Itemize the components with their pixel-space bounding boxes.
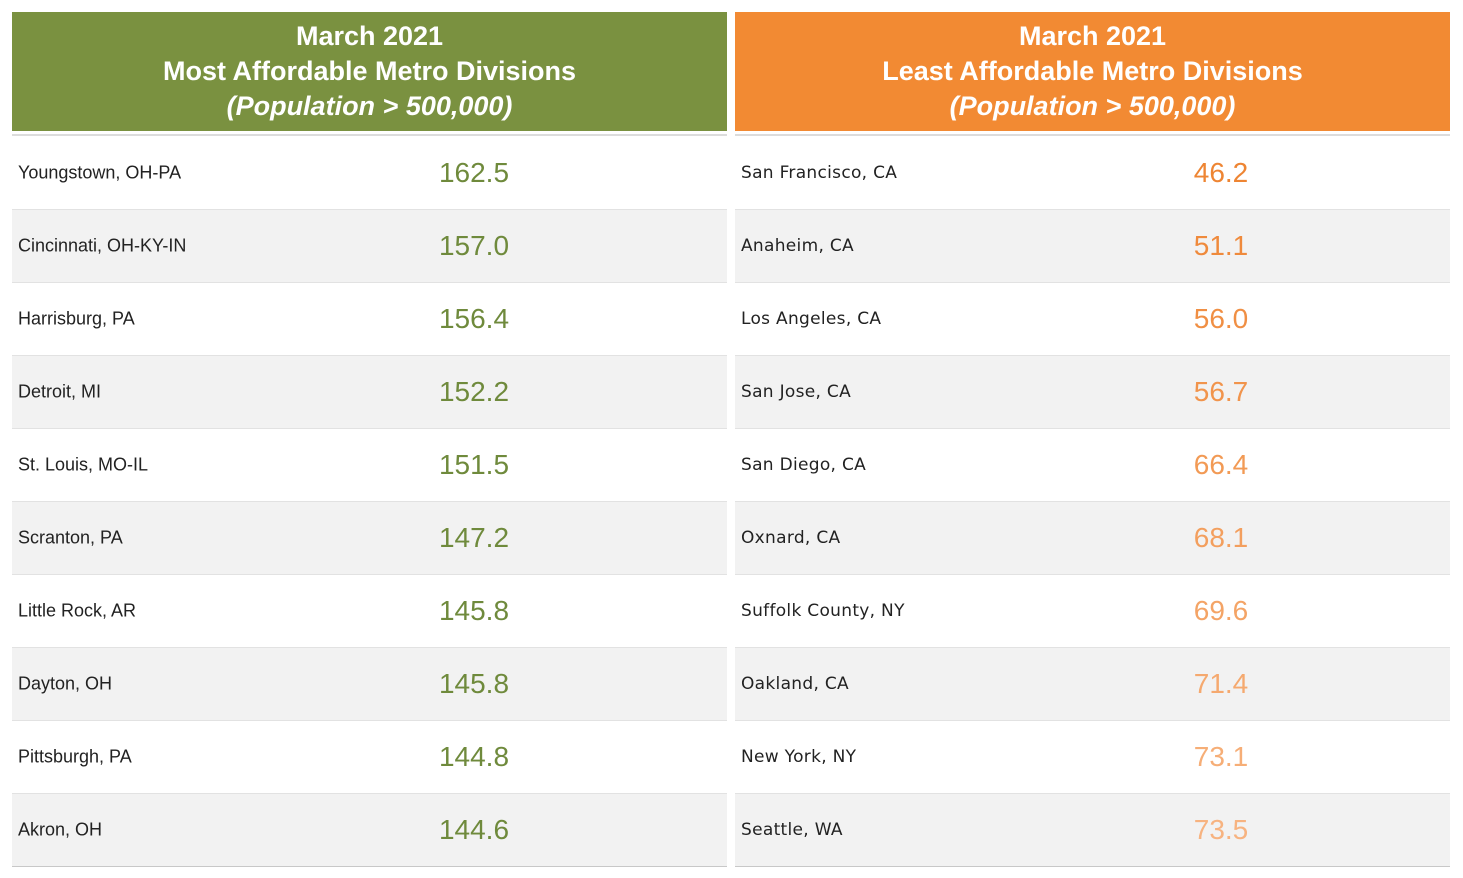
affordability-value: 46.2	[1193, 157, 1249, 188]
affordability-value: 51.1	[1193, 230, 1249, 261]
least-affordable-table: March 2021 Least Affordable Metro Divisi…	[735, 12, 1450, 867]
table-row: Akron, OH 144.6	[12, 794, 727, 867]
metro-name: New York, NY	[741, 747, 857, 767]
metro-name: Anaheim, CA	[741, 236, 854, 256]
table-row: Scranton, PA 147.2	[12, 502, 727, 575]
affordability-value: 73.5	[1193, 814, 1249, 845]
affordability-value: 68.1	[1193, 522, 1249, 553]
table-row: Little Rock, AR 145.8	[12, 575, 727, 648]
table-row: Pittsburgh, PA 144.8	[12, 721, 727, 794]
metro-name: Oxnard, CA	[741, 528, 841, 548]
affordability-value: 71.4	[1193, 668, 1249, 699]
metro-name: Dayton, OH	[18, 673, 113, 694]
most-affordable-title-date: March 2021	[295, 21, 444, 51]
affordability-value: 144.6	[438, 814, 510, 845]
metro-name: San Jose, CA	[741, 382, 852, 402]
affordability-value: 69.6	[1193, 595, 1249, 626]
affordability-value: 66.4	[1193, 449, 1249, 480]
affordability-value: 144.8	[438, 741, 510, 772]
metro-name: San Francisco, CA	[741, 163, 898, 183]
most-affordable-subtitle: (Population > 500,000)	[226, 91, 513, 121]
metro-name: Detroit, MI	[18, 381, 102, 402]
metro-name: Little Rock, AR	[18, 600, 137, 621]
metro-name: San Diego, CA	[741, 455, 867, 475]
metro-name: Harrisburg, PA	[18, 308, 135, 329]
affordability-value: 145.8	[438, 595, 510, 626]
metro-name: Cincinnati, OH-KY-IN	[18, 235, 187, 256]
affordability-value: 156.4	[438, 303, 510, 334]
table-row: Detroit, MI 152.2	[12, 356, 727, 429]
table-row: Oxnard, CA 68.1	[735, 502, 1450, 575]
table-row: Cincinnati, OH-KY-IN 157.0	[12, 210, 727, 283]
table-row: San Francisco, CA 46.2	[735, 137, 1450, 210]
metro-name: Scranton, PA	[18, 527, 123, 548]
most-affordable-rows: Youngstown, OH-PA 162.5 Cincinnati, OH-KY-…	[12, 137, 727, 867]
table-row: Anaheim, CA 51.1	[735, 210, 1450, 283]
least-affordable-subtitle: (Population > 500,000)	[949, 91, 1236, 121]
table-row: Dayton, OH 145.8	[12, 648, 727, 721]
most-affordable-table: March 2021 Most Affordable Metro Divisio…	[12, 12, 727, 867]
table-row: San Diego, CA 66.4	[735, 429, 1450, 502]
table-row: San Jose, CA 56.7	[735, 356, 1450, 429]
table-row: Seattle, WA 73.5	[735, 794, 1450, 867]
most-affordable-title: Most Affordable Metro Divisions	[162, 56, 577, 86]
metro-name: Youngstown, OH-PA	[18, 162, 182, 183]
table-row: Los Angeles, CA 56.0	[735, 283, 1450, 356]
metro-name: Los Angeles, CA	[741, 309, 882, 329]
most-affordable-header: March 2021 Most Affordable Metro Divisio…	[12, 12, 727, 131]
metro-name: Seattle, WA	[741, 820, 843, 840]
metro-name: Akron, OH	[18, 819, 103, 840]
least-affordable-title: Least Affordable Metro Divisions	[882, 56, 1303, 86]
affordability-value: 157.0	[438, 230, 510, 261]
affordability-value: 56.7	[1193, 376, 1249, 407]
table-row: Suffolk County, NY 69.6	[735, 575, 1450, 648]
affordability-value: 56.0	[1193, 303, 1249, 334]
metro-name: Pittsburgh, PA	[18, 746, 132, 767]
affordability-value: 162.5	[438, 157, 510, 188]
table-row: St. Louis, MO-IL 151.5	[12, 429, 727, 502]
table-row: New York, NY 73.1	[735, 721, 1450, 794]
affordability-value: 145.8	[438, 668, 510, 699]
least-affordable-title-date: March 2021	[1018, 21, 1167, 51]
affordability-value: 151.5	[438, 449, 510, 480]
table-row: Oakland, CA 71.4	[735, 648, 1450, 721]
metro-name: St. Louis, MO-IL	[18, 454, 149, 475]
metro-name: Suffolk County, NY	[741, 601, 905, 621]
metro-name: Oakland, CA	[741, 674, 849, 694]
affordability-value: 152.2	[438, 376, 510, 407]
affordability-value: 147.2	[438, 522, 510, 553]
header-divider	[12, 134, 727, 136]
table-row: Harrisburg, PA 156.4	[12, 283, 727, 356]
header-divider	[735, 134, 1450, 136]
table-row: Youngstown, OH-PA 162.5	[12, 137, 727, 210]
least-affordable-header: March 2021 Least Affordable Metro Divisi…	[735, 12, 1450, 131]
least-affordable-rows: San Francisco, CA 46.2 Anaheim, CA 51.1 Los …	[735, 137, 1450, 867]
affordability-value: 73.1	[1193, 741, 1249, 772]
